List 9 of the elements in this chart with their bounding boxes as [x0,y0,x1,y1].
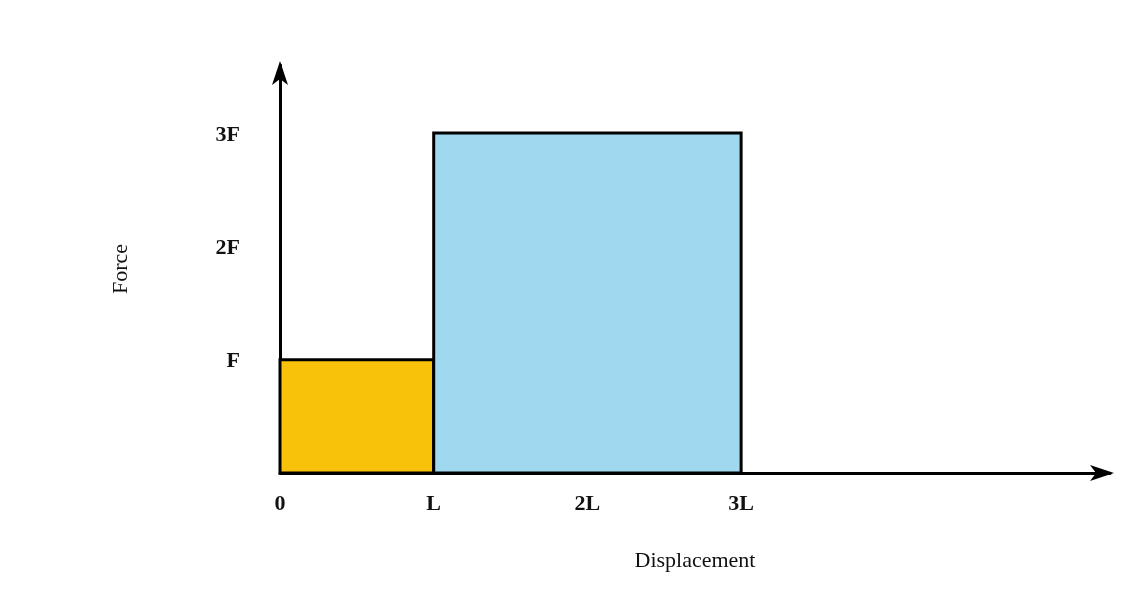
y-axis-title: Force [106,243,132,295]
x-tick-label: 0 [274,489,286,515]
x-tick-label: 3L [728,489,754,515]
y-tick-label: 2F [215,233,240,259]
x-tick-label: L [426,489,442,515]
y-tick-label: F [226,347,240,373]
x-tick-label: 2L [574,489,601,515]
y-tick-label: 3F [215,120,240,146]
x-axis-title: Displacement [634,546,756,572]
